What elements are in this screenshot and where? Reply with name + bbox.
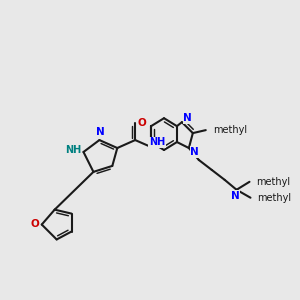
Text: methyl: methyl	[257, 193, 292, 203]
Text: methyl: methyl	[0, 299, 1, 300]
Text: O: O	[0, 299, 1, 300]
Text: methyl_top: methyl_top	[0, 299, 1, 300]
Text: N: N	[184, 113, 192, 123]
Text: methyl: methyl	[256, 177, 291, 187]
Text: N: N	[0, 299, 1, 300]
Text: N: N	[96, 127, 105, 137]
Text: O: O	[30, 219, 39, 229]
Text: N: N	[0, 299, 1, 300]
Text: NH: NH	[0, 299, 1, 300]
Text: N: N	[0, 299, 1, 300]
Text: NH: NH	[0, 299, 1, 300]
Text: NH: NH	[149, 137, 165, 147]
Text: methyl_bot: methyl_bot	[0, 299, 1, 300]
Text: methyl: methyl	[213, 125, 247, 135]
Text: O: O	[0, 299, 1, 300]
Text: N: N	[231, 191, 240, 201]
Text: O: O	[138, 118, 146, 128]
Text: N: N	[0, 299, 1, 300]
Text: NH: NH	[65, 145, 82, 155]
Text: N: N	[190, 147, 199, 157]
